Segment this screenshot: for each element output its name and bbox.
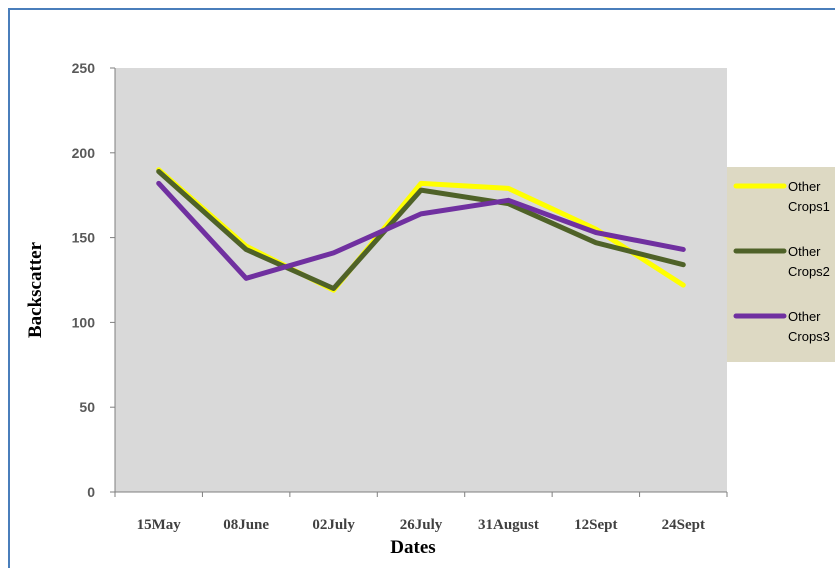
series-lines [156,167,686,293]
y-tick-label: 0 [87,484,95,500]
legend [727,167,835,362]
x-tick-label: 15May [137,517,182,533]
legend-label: Crops2 [788,264,830,279]
y-tick-label: 50 [79,399,95,415]
y-tick-label: 100 [72,314,96,330]
series-line-3 [156,180,686,281]
y-axis-title: Backscatter [25,241,46,338]
chart-frame [8,8,835,568]
x-tick-label: 12Sept [574,517,617,533]
y-tick-label: 200 [72,145,96,161]
plot-area [115,68,727,492]
x-tick-label: 26July [400,517,443,533]
legend-label: Other [788,309,821,324]
legend-label: Crops3 [788,329,830,344]
x-axis-title: Dates [390,537,435,558]
legend-label: Crops1 [788,199,830,214]
y-ticks: 0 50 100 150 200 250 [72,60,115,500]
x-tick-label: 24Sept [662,517,705,533]
legend-items: Other Crops1 Other Crops2 Other Crops3 [733,179,830,344]
y-tick-label: 150 [72,230,96,246]
y-tick-label: 250 [72,60,96,76]
legend-label: Other [788,244,821,259]
x-ticks: 15May 08June 02July 26July 31August 12Sept 24S… [114,492,728,533]
x-tick-label: 31August [478,517,539,533]
series-line-1 [156,167,686,293]
legend-label: Other [788,179,821,194]
x-tick-label: 02July [312,517,355,533]
series-line-2 [156,168,686,291]
x-tick-label: 08June [223,517,269,533]
